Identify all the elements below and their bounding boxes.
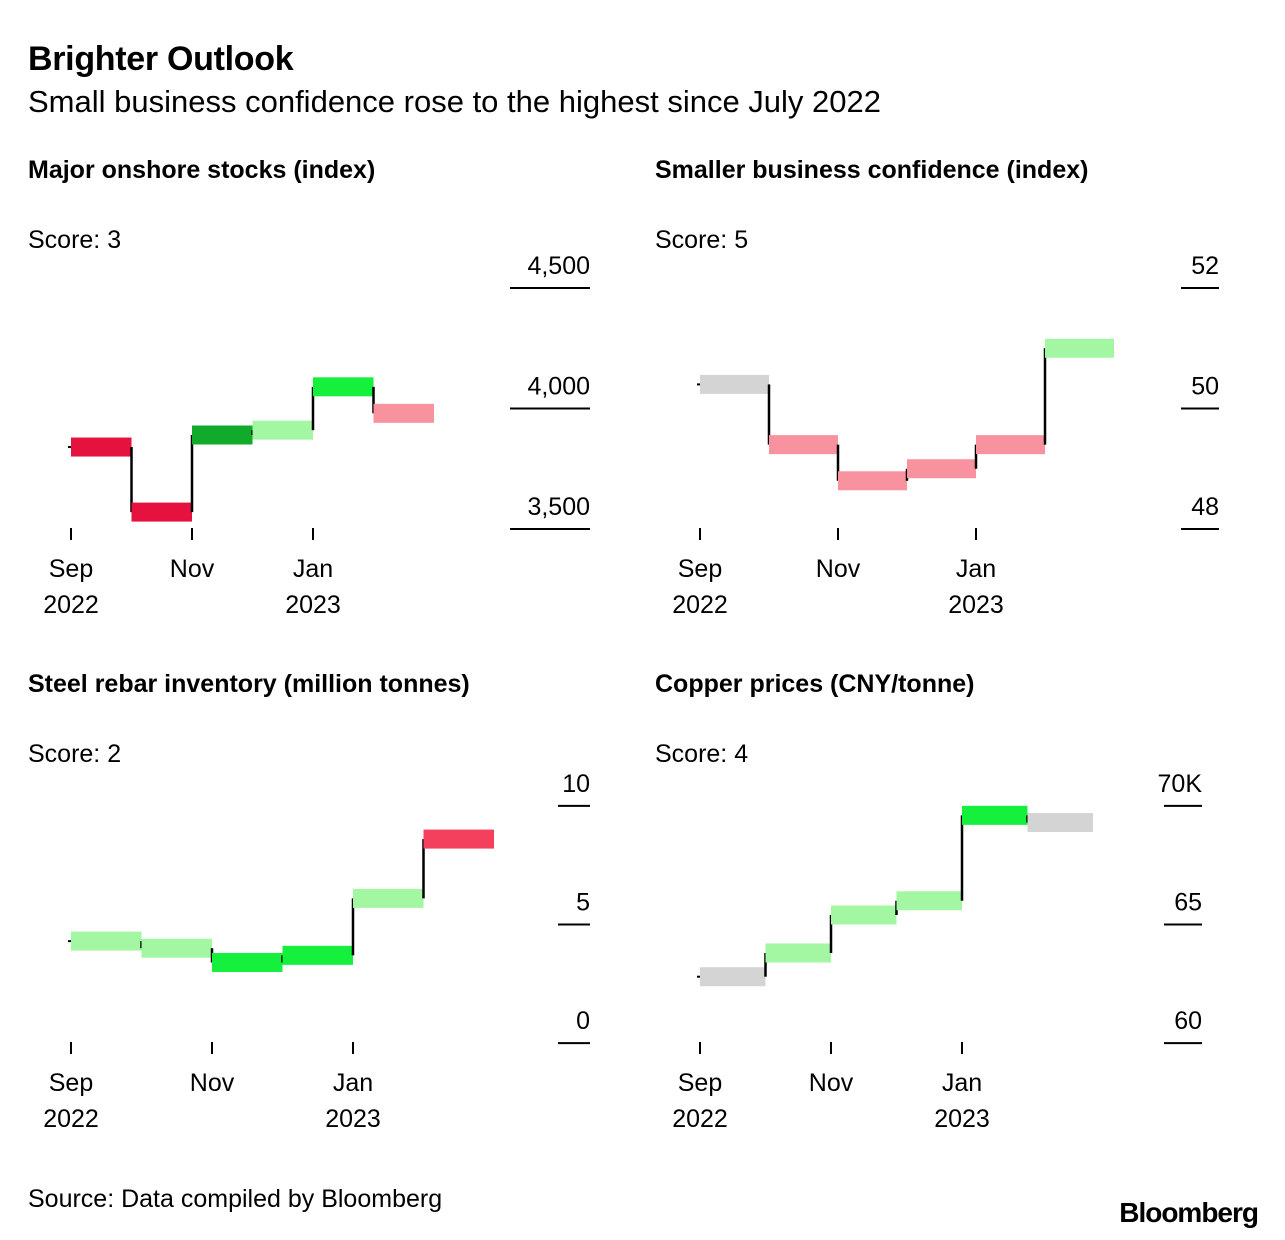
panel-title: Major onshore stocks (index) [28, 156, 376, 184]
step-bar [212, 952, 283, 972]
panel-title: Copper prices (CNY/tonne) [655, 670, 975, 698]
step-bar [1027, 812, 1093, 832]
y-tick-label: 52 [1191, 252, 1219, 280]
step-bar [131, 502, 192, 522]
confidence-chart: 52 50 48 Sep 2022 Nov Jan 2023 [672, 252, 1219, 619]
step-bar [313, 377, 374, 397]
y-tick-label: 4,000 [527, 373, 590, 401]
step-bar [831, 905, 897, 925]
step-bar [373, 403, 434, 423]
step-bar [423, 829, 494, 849]
y-tick-label: 4,500 [527, 252, 590, 280]
y-tick-label: 3,500 [527, 493, 590, 521]
step-bar [1045, 338, 1114, 358]
x-tick-label: Nov [809, 1069, 854, 1097]
step-bar [700, 374, 769, 394]
chart-subtitle: Small business confidence rose to the hi… [28, 84, 881, 119]
step-bar [765, 943, 831, 963]
source-note: Source: Data compiled by Bloomberg [28, 1185, 443, 1213]
y-tick-label: 10 [562, 770, 590, 798]
step-bar [907, 459, 976, 479]
x-tick-label: Sep [678, 555, 722, 583]
x-tick-sublabel: 2022 [672, 1105, 728, 1133]
step-bar [71, 931, 142, 951]
x-tick-sublabel: 2023 [325, 1105, 381, 1133]
panel-rebar: Steel rebar inventory (million tonnes) S… [28, 670, 628, 1160]
y-tick-label: 50 [1191, 373, 1219, 401]
step-bar [976, 435, 1045, 455]
panel-score: Score: 2 [28, 740, 122, 768]
x-tick-label: Jan [333, 1069, 373, 1097]
panel-confidence: Smaller business confidence (index) Scor… [655, 156, 1255, 646]
step-bar [769, 435, 838, 455]
x-tick-label: Jan [942, 1069, 982, 1097]
y-tick-label: 65 [1174, 889, 1202, 917]
x-tick-sublabel: 2022 [43, 1105, 99, 1133]
step-bar [838, 471, 907, 491]
x-tick-label: Nov [170, 555, 215, 583]
x-tick-label: Jan [293, 555, 333, 583]
step-bar [700, 967, 766, 987]
y-tick-label: 5 [576, 889, 590, 917]
x-tick-sublabel: 2023 [285, 591, 341, 619]
x-tick-label: Jan [956, 555, 996, 583]
chart-title: Brighter Outlook [28, 40, 294, 78]
step-bar [962, 805, 1028, 825]
panel-score: Score: 4 [655, 740, 749, 768]
x-tick-label: Nov [816, 555, 861, 583]
y-tick-label: 60 [1174, 1007, 1202, 1035]
x-tick-label: Sep [678, 1069, 722, 1097]
x-tick-sublabel: 2022 [672, 591, 728, 619]
y-tick-label: 48 [1191, 493, 1219, 521]
bloomberg-logo: Bloomberg [1119, 1197, 1259, 1228]
step-bar [71, 437, 132, 457]
x-tick-sublabel: 2022 [43, 591, 99, 619]
panel-score: Score: 3 [28, 226, 122, 254]
x-tick-label: Sep [49, 555, 93, 583]
x-tick-label: Sep [49, 1069, 93, 1097]
step-bar [353, 888, 424, 908]
panel-stocks: Major onshore stocks (index) Score: 3 4,… [28, 156, 628, 646]
step-bar [282, 945, 353, 965]
stocks-chart: 4,500 4,000 3,500 Sep 2022 Nov Jan 2023 [43, 252, 590, 619]
x-tick-label: Nov [190, 1069, 235, 1097]
rebar-chart: 10 5 0 Sep 2022 Nov Jan 2023 [43, 770, 590, 1133]
x-tick-sublabel: 2023 [948, 591, 1004, 619]
y-tick-label: 70K [1158, 770, 1203, 798]
step-bar [141, 938, 212, 958]
x-tick-sublabel: 2023 [934, 1105, 990, 1133]
panel-copper: Copper prices (CNY/tonne) Score: 4 70K 65… [655, 670, 1255, 1160]
panel-title: Steel rebar inventory (million tonnes) [28, 670, 470, 698]
panel-title: Smaller business confidence (index) [655, 156, 1089, 184]
step-bar [896, 891, 962, 911]
y-tick-label: 0 [576, 1007, 590, 1035]
copper-chart: 70K 65 60 Sep 2022 Nov Jan 2023 [672, 770, 1203, 1133]
step-bar [192, 425, 253, 445]
panel-score: Score: 5 [655, 226, 749, 254]
step-bar [252, 420, 313, 440]
